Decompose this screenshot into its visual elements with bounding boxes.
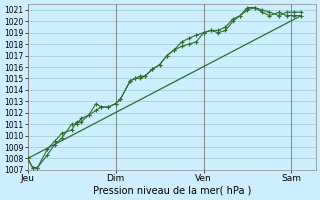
- X-axis label: Pression niveau de la mer( hPa ): Pression niveau de la mer( hPa ): [92, 186, 251, 196]
